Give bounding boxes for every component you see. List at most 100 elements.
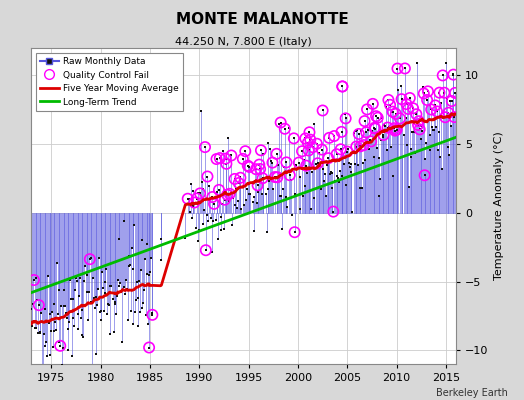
Point (424, 88, 432, 94)
Point (441, 114, 450, 120)
Point (210, 201, 218, 207)
Point (367, 138, 375, 144)
Point (332, 151, 341, 158)
Point (256, 166, 264, 172)
Point (404, 106, 412, 112)
Point (318, 146, 326, 153)
Point (273, 174, 281, 180)
Point (401, 65, 409, 72)
Point (330, 133, 339, 139)
Point (201, 144, 209, 150)
Point (225, 191, 234, 197)
Point (406, 95, 414, 101)
Point (282, 159, 291, 166)
Point (324, 155, 333, 161)
Point (212, 156, 221, 162)
Point (392, 126, 401, 133)
Point (56, 342, 64, 349)
Point (416, 126, 424, 132)
Point (338, 83, 346, 90)
Point (368, 101, 377, 107)
Title: 44.250 N, 7.800 E (Italy): 44.250 N, 7.800 E (Italy) (176, 37, 312, 47)
Point (371, 126, 379, 132)
Point (252, 166, 260, 172)
Point (306, 136, 314, 143)
Point (439, 72, 447, 79)
Point (280, 126, 289, 132)
Point (145, 344, 154, 351)
Point (363, 106, 371, 113)
Point (450, 114, 458, 120)
Point (394, 65, 402, 72)
Point (420, 90, 428, 97)
Point (208, 194, 216, 200)
Point (444, 110, 453, 116)
Point (301, 135, 310, 142)
Legend: Raw Monthly Data, Quality Control Fail, Five Year Moving Average, Long-Term Tren: Raw Monthly Data, Quality Control Fail, … (36, 52, 183, 111)
Point (254, 182, 262, 188)
Point (397, 96, 406, 102)
Point (352, 143, 361, 150)
Point (231, 176, 239, 182)
Point (223, 192, 232, 198)
Point (355, 131, 363, 137)
Point (337, 129, 346, 135)
Point (391, 111, 400, 117)
Point (294, 159, 303, 166)
Point (414, 118, 423, 124)
Point (202, 247, 210, 254)
Point (325, 135, 333, 141)
Y-axis label: Temperature Anomaly (°C): Temperature Anomaly (°C) (494, 132, 504, 280)
Point (227, 152, 235, 159)
Point (303, 140, 312, 146)
Point (388, 108, 397, 115)
Point (258, 175, 267, 182)
Point (183, 196, 192, 202)
Point (304, 147, 313, 154)
Point (379, 132, 388, 138)
Point (277, 119, 285, 126)
Point (423, 97, 431, 103)
Point (313, 160, 322, 166)
Point (305, 129, 314, 136)
Point (286, 172, 294, 178)
Point (447, 98, 456, 104)
Point (449, 72, 457, 78)
Point (386, 102, 394, 108)
Point (435, 90, 444, 96)
Point (298, 148, 306, 154)
Point (313, 140, 321, 147)
Point (451, 90, 459, 96)
Point (420, 172, 429, 178)
Point (336, 146, 345, 152)
Point (338, 83, 346, 90)
Point (148, 312, 157, 318)
Point (221, 196, 229, 203)
Point (245, 164, 254, 170)
Point (342, 115, 350, 122)
Point (319, 107, 327, 114)
Point (433, 108, 441, 115)
Point (396, 115, 404, 122)
Text: MONTE MALANOTTE: MONTE MALANOTTE (176, 12, 348, 27)
Point (190, 199, 199, 206)
Point (244, 162, 252, 169)
Point (359, 142, 368, 148)
Point (374, 114, 382, 121)
Point (384, 97, 392, 103)
Point (412, 111, 421, 118)
Point (356, 143, 365, 150)
Point (235, 180, 243, 186)
Point (221, 156, 230, 162)
Point (236, 174, 245, 181)
Point (309, 144, 317, 150)
Point (215, 155, 224, 161)
Point (391, 128, 399, 134)
Point (196, 190, 204, 197)
Point (361, 118, 369, 124)
Point (238, 156, 247, 162)
Point (290, 135, 298, 142)
Point (268, 160, 277, 166)
Point (302, 162, 310, 169)
Point (390, 125, 398, 131)
